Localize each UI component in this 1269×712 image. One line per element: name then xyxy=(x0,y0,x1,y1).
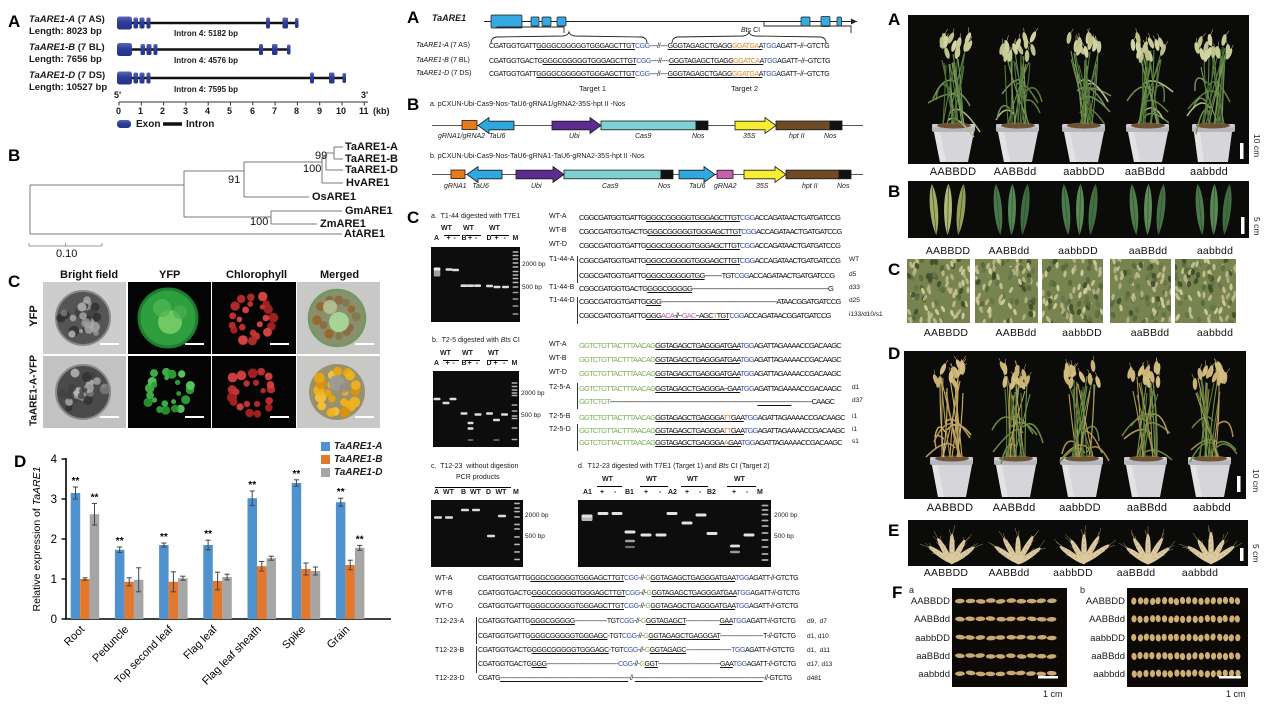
svg-text:0: 0 xyxy=(51,614,57,626)
svg-text:**: ** xyxy=(204,529,212,540)
svg-text:Peduncle: Peduncle xyxy=(90,624,131,665)
svg-text:**: ** xyxy=(91,492,99,503)
svg-text:**: ** xyxy=(160,532,168,543)
svg-text:Root: Root xyxy=(62,624,87,649)
svg-text:4: 4 xyxy=(51,454,58,466)
svg-text:**: ** xyxy=(293,469,301,480)
svg-text:Flag leaf: Flag leaf xyxy=(181,623,220,662)
svg-text:1: 1 xyxy=(51,574,57,586)
svg-text:**: ** xyxy=(248,480,256,491)
svg-text:**: ** xyxy=(356,534,364,545)
svg-text:2: 2 xyxy=(51,534,57,546)
svg-text:3: 3 xyxy=(51,494,57,506)
svg-text:Relative expression of TaARE1: Relative expression of TaARE1 xyxy=(31,467,43,612)
svg-text:Grain: Grain xyxy=(325,624,353,652)
svg-text:**: ** xyxy=(116,536,124,547)
svg-text:**: ** xyxy=(337,487,345,498)
svg-text:Spike: Spike xyxy=(280,624,308,652)
svg-text:**: ** xyxy=(72,476,80,487)
